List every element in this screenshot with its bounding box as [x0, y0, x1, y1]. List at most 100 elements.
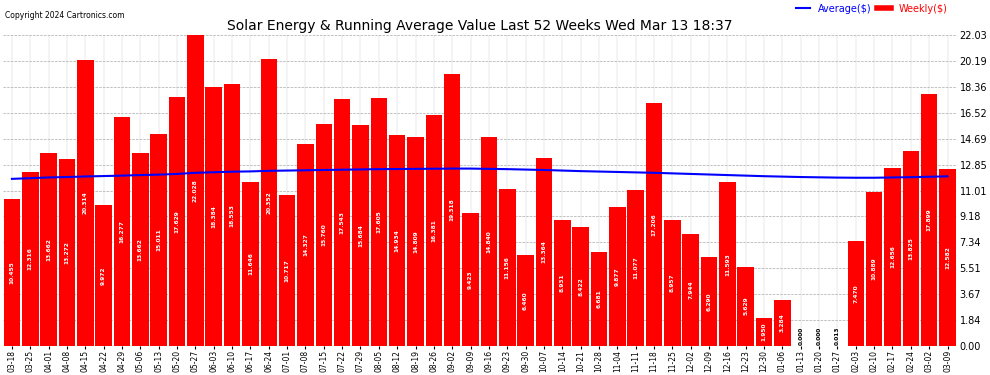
- Text: 17.206: 17.206: [651, 213, 656, 236]
- Bar: [352, 125, 368, 346]
- Text: 17.629: 17.629: [174, 210, 179, 233]
- Text: 8.931: 8.931: [559, 274, 564, 292]
- Bar: [132, 153, 148, 346]
- Text: 13.825: 13.825: [909, 237, 914, 260]
- Bar: [591, 252, 607, 346]
- Bar: [224, 84, 241, 346]
- Text: 15.011: 15.011: [156, 229, 161, 252]
- Text: 20.352: 20.352: [266, 191, 271, 214]
- Bar: [774, 300, 791, 346]
- Text: 20.314: 20.314: [83, 191, 88, 214]
- Text: 9.423: 9.423: [468, 270, 473, 289]
- Text: 10.455: 10.455: [10, 261, 15, 284]
- Text: 6.681: 6.681: [597, 290, 602, 308]
- Text: 17.543: 17.543: [340, 211, 345, 234]
- Bar: [407, 137, 424, 346]
- Text: 1.950: 1.950: [761, 323, 766, 341]
- Text: 15.760: 15.760: [322, 224, 327, 246]
- Bar: [444, 74, 460, 346]
- Text: 12.582: 12.582: [945, 246, 950, 268]
- Text: 8.422: 8.422: [578, 277, 583, 296]
- Bar: [334, 99, 350, 346]
- Text: 13.662: 13.662: [47, 238, 51, 261]
- Bar: [682, 234, 699, 346]
- Bar: [645, 104, 662, 346]
- Bar: [316, 124, 332, 346]
- Bar: [297, 144, 314, 346]
- Text: 16.277: 16.277: [120, 220, 125, 243]
- Text: 9.877: 9.877: [615, 267, 620, 285]
- Text: 0.000: 0.000: [817, 327, 822, 345]
- Text: 10.717: 10.717: [284, 259, 290, 282]
- Bar: [755, 318, 772, 346]
- Bar: [370, 98, 387, 346]
- Text: 6.460: 6.460: [523, 291, 528, 310]
- Bar: [114, 117, 131, 346]
- Bar: [499, 189, 516, 346]
- Bar: [940, 168, 955, 346]
- Bar: [884, 168, 901, 346]
- Text: 3.284: 3.284: [780, 313, 785, 332]
- Bar: [243, 182, 258, 346]
- Text: 13.364: 13.364: [542, 240, 546, 263]
- Bar: [628, 190, 644, 346]
- Text: 13.662: 13.662: [138, 238, 143, 261]
- Bar: [22, 172, 39, 346]
- Text: 6.290: 6.290: [707, 292, 712, 311]
- Bar: [169, 98, 185, 346]
- Text: 12.656: 12.656: [890, 245, 895, 268]
- Text: 15.684: 15.684: [358, 224, 363, 247]
- Text: 16.381: 16.381: [432, 219, 437, 242]
- Bar: [664, 220, 680, 346]
- Text: 12.316: 12.316: [28, 248, 33, 270]
- Legend: Average($), Weekly($): Average($), Weekly($): [792, 0, 951, 18]
- Bar: [866, 192, 882, 346]
- Text: 5.629: 5.629: [743, 297, 748, 315]
- Bar: [260, 59, 277, 346]
- Text: 19.318: 19.318: [449, 198, 454, 221]
- Bar: [847, 241, 864, 346]
- Text: 7.470: 7.470: [853, 284, 858, 303]
- Bar: [95, 206, 112, 346]
- Bar: [701, 257, 718, 346]
- Text: 11.593: 11.593: [725, 253, 730, 276]
- Bar: [921, 94, 938, 346]
- Text: 14.840: 14.840: [486, 230, 491, 253]
- Text: 11.156: 11.156: [505, 256, 510, 279]
- Bar: [426, 115, 443, 346]
- Text: 14.934: 14.934: [395, 229, 400, 252]
- Bar: [77, 60, 94, 346]
- Bar: [554, 220, 570, 346]
- Text: Copyright 2024 Cartronics.com: Copyright 2024 Cartronics.com: [5, 11, 125, 20]
- Title: Solar Energy & Running Average Value Last 52 Weeks Wed Mar 13 18:37: Solar Energy & Running Average Value Las…: [227, 19, 733, 33]
- Text: 17.605: 17.605: [376, 210, 381, 233]
- Text: 18.384: 18.384: [211, 205, 216, 228]
- Text: 0.000: 0.000: [798, 327, 803, 345]
- Text: 14.809: 14.809: [413, 230, 418, 253]
- Bar: [206, 87, 222, 346]
- Text: 10.889: 10.889: [871, 258, 876, 280]
- Bar: [389, 135, 406, 346]
- Bar: [187, 36, 204, 346]
- Bar: [150, 134, 167, 346]
- Bar: [4, 198, 20, 346]
- Text: 13.272: 13.272: [64, 241, 69, 264]
- Bar: [462, 213, 479, 346]
- Text: 17.899: 17.899: [927, 209, 932, 231]
- Text: 14.327: 14.327: [303, 234, 308, 256]
- Bar: [903, 151, 919, 346]
- Text: 7.944: 7.944: [688, 280, 693, 299]
- Bar: [481, 137, 497, 346]
- Bar: [572, 227, 589, 346]
- Text: 0.013: 0.013: [835, 327, 840, 345]
- Text: 22.028: 22.028: [193, 179, 198, 202]
- Bar: [518, 255, 534, 346]
- Text: 18.553: 18.553: [230, 204, 235, 226]
- Bar: [279, 195, 295, 346]
- Bar: [41, 153, 56, 346]
- Text: 11.646: 11.646: [248, 252, 252, 275]
- Text: 9.972: 9.972: [101, 266, 106, 285]
- Bar: [609, 207, 626, 346]
- Bar: [58, 159, 75, 346]
- Bar: [719, 183, 736, 346]
